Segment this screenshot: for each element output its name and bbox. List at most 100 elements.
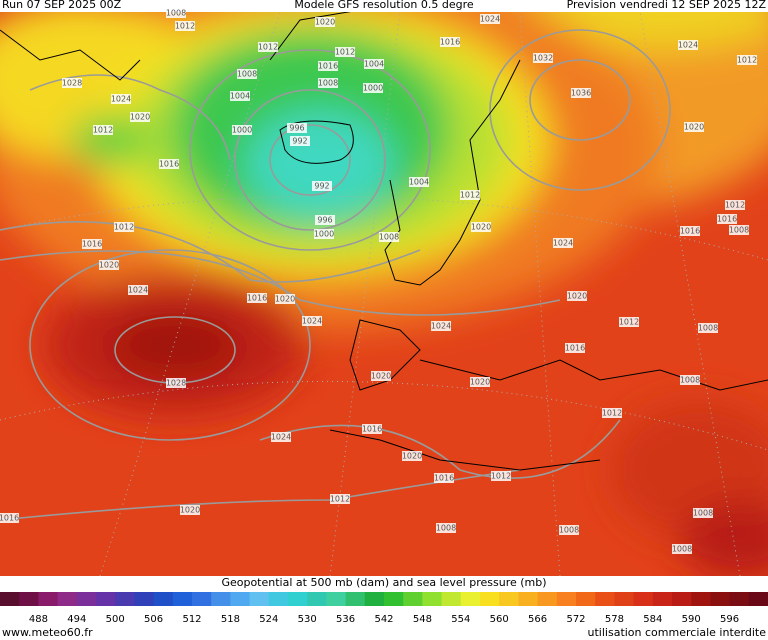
- isobar-label-bg: [434, 473, 454, 483]
- colorbar-tick-label: 596: [720, 614, 739, 625]
- isobar-label: 1012: [93, 126, 113, 135]
- isobar-label: 1012: [460, 191, 480, 200]
- isobar-label-bg: [318, 78, 338, 88]
- isobar-label-bg: [680, 226, 700, 236]
- colorbar-bin: [633, 592, 654, 606]
- isobar-label: 1008: [680, 376, 700, 385]
- isobar-label-bg: [559, 525, 579, 535]
- isobar-label-bg: [0, 513, 19, 523]
- colorbar-bin: [76, 592, 97, 606]
- isobar-label: 1016: [565, 344, 585, 353]
- isobar-label: 1024: [480, 15, 500, 24]
- colorbar-bin: [230, 592, 251, 606]
- isobar-label-bg: [737, 55, 757, 65]
- colorbar-tick-label: 590: [682, 614, 701, 625]
- isobar-label-bg: [565, 343, 585, 353]
- colorbar-bin: [729, 592, 750, 606]
- colorbar-bin: [710, 592, 731, 606]
- isobar-label-bg: [729, 225, 749, 235]
- isobar-label-bg: [672, 544, 692, 554]
- isobar-label: 1016: [0, 514, 19, 523]
- isobar-label: 1020: [567, 292, 587, 301]
- colorbar-bin: [595, 592, 615, 606]
- colorbar-tick-label: 494: [67, 614, 86, 625]
- run-time: Run 07 SEP 2025 00Z: [2, 0, 122, 11]
- isobar-label: 1004: [230, 92, 250, 101]
- isobar-label: 1024: [302, 317, 322, 326]
- isobar-label-bg: [180, 505, 200, 515]
- isobar-label-bg: [725, 200, 745, 210]
- isobar-label-bg: [533, 53, 553, 63]
- colorbar-tick-label: 584: [643, 614, 662, 625]
- isobar-label: 1000: [314, 230, 334, 239]
- isobar-label: 1020: [180, 506, 200, 515]
- isobar-label: 1008: [559, 526, 579, 535]
- colorbar-bin: [614, 592, 635, 606]
- colorbar-bin: [192, 592, 212, 606]
- colorbar-bin: [134, 592, 155, 606]
- colorbar-tick-label: 566: [528, 614, 547, 625]
- isobars: [0, 29, 671, 521]
- isobar-label: 1020: [471, 223, 491, 232]
- colorbar-bin: [57, 592, 78, 606]
- colorbar-bin: [576, 592, 596, 606]
- colorbar-tick-label: 536: [336, 614, 355, 625]
- colorbar-tick-label: 572: [566, 614, 585, 625]
- isobar-label: 1000: [232, 126, 252, 135]
- isobar-label: 1008: [237, 70, 257, 79]
- colorbar-ticks: 488 494 500 506 512 518 524 530 536 542 548 554 560 5…: [29, 614, 739, 625]
- colorbar-bin: [556, 592, 577, 606]
- colorbar-bin: [480, 592, 500, 606]
- usage-notice: utilisation commerciale interdite: [588, 626, 767, 639]
- isobar-label: 1020: [130, 113, 150, 122]
- colorbar-bin: [652, 592, 673, 606]
- colorbar-bin: [326, 592, 347, 606]
- map-area: [0, 12, 768, 576]
- isobar-label: 1012: [737, 56, 757, 65]
- isobar-label: 1016: [680, 227, 700, 236]
- isobar-label: 1012: [725, 201, 745, 210]
- isobar-label-bg: [619, 317, 639, 327]
- isobar-label: 1016: [717, 215, 737, 224]
- isobar-label-bg: [247, 293, 267, 303]
- isobar-label: 1020: [684, 123, 704, 132]
- isobar-label-bg: [315, 215, 335, 225]
- isobar-label: 1024: [111, 95, 131, 104]
- isobar-label-bg: [93, 125, 113, 135]
- legend-area: [0, 576, 768, 640]
- isobar-label-bg: [379, 232, 399, 242]
- isobar-label: 1008: [436, 524, 456, 533]
- isobar-label-bg: [436, 523, 456, 533]
- colorbar-bin: [0, 592, 20, 606]
- isobar-label-bg: [175, 21, 195, 31]
- isobar-label: 1008: [698, 324, 718, 333]
- colorbar-bin: [499, 592, 519, 606]
- isobar-label-bg: [402, 451, 422, 461]
- legend-title: Geopotential at 500 mb (dam) and sea lev…: [221, 576, 546, 589]
- colorbar-tick-label: 518: [221, 614, 240, 625]
- isobar-label: 1028: [166, 379, 186, 388]
- isobar-label: 1016: [362, 425, 382, 434]
- colorbar-bin: [403, 592, 423, 606]
- isobar-label: 1012: [175, 22, 195, 31]
- isobar-label-bg: [602, 408, 622, 418]
- colorbar-bin: [441, 592, 462, 606]
- isobar-label: 1012: [619, 318, 639, 327]
- isobar-label-bg: [99, 260, 119, 270]
- isobar-label: 1020: [402, 452, 422, 461]
- colorbar-bin: [345, 592, 366, 606]
- isobar-label-bg: [491, 471, 511, 481]
- isobar-label: 1008: [693, 509, 713, 518]
- colorbar-bin: [172, 592, 193, 606]
- isobar-label-bg: [571, 88, 591, 98]
- isobar-label-bg: [128, 285, 148, 295]
- isobar-label: 1028: [62, 79, 82, 88]
- isobar-label: 1016: [440, 38, 460, 47]
- isobar-label: 1008: [672, 545, 692, 554]
- isobar-label: 1024: [678, 41, 698, 50]
- colorbar-bin: [96, 592, 116, 606]
- isobar-label: 1016: [82, 240, 102, 249]
- header-bar: [0, 0, 768, 12]
- colorbar-bin: [364, 592, 385, 606]
- isobar-label-bg: [678, 40, 698, 50]
